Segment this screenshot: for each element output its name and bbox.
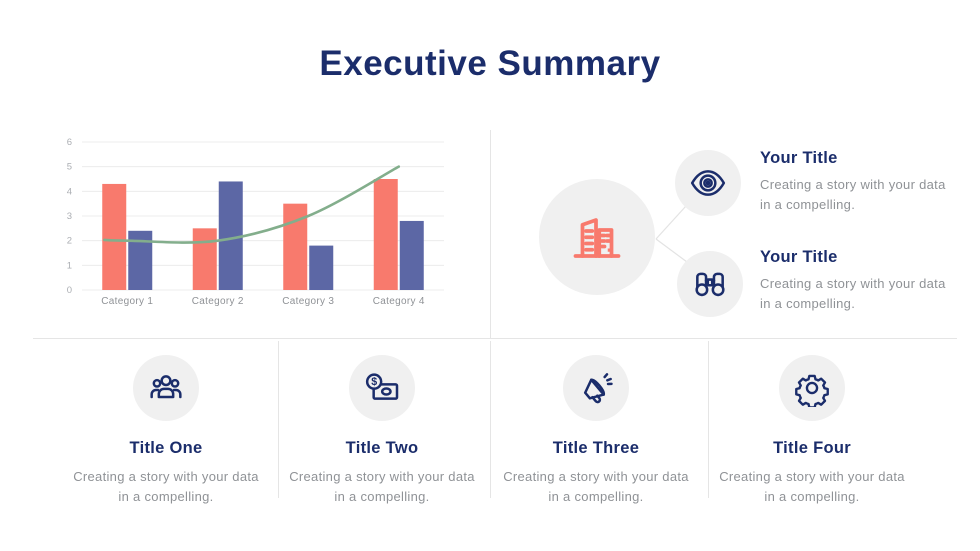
bottom-title-1: Title One [129,439,203,457]
bottom-circle-1 [133,355,199,421]
people-group-icon [150,375,182,399]
feature-item-2: Your Title Creating a story with your da… [760,248,955,313]
divider-bottom-1 [278,341,279,498]
svg-text:Category 1: Category 1 [101,296,153,307]
bottom-body-3: Creating a story with your data in a com… [503,469,689,504]
svg-text:$: $ [371,376,377,388]
feature-title-1: Your Title [760,149,838,167]
bottom-title-3: Title Three [552,439,640,457]
hub-circle [539,179,655,295]
bottom-circle-2: $ [349,355,415,421]
feature-body-2: Creating a story with your data in a com… [760,276,946,311]
feature-circle-2 [677,251,743,317]
gear-icon [795,374,829,407]
divider-top-vertical [490,130,491,338]
building-icon [573,218,621,258]
bottom-circle-4 [779,355,845,421]
svg-text:Category 4: Category 4 [373,296,425,307]
feature-circle-1 [675,150,741,216]
bottom-column-1: Title One Creating a story with your dat… [56,355,276,506]
svg-text:2: 2 [67,236,72,247]
bottom-column-2: $ Title Two Creating a story with your d… [272,355,492,506]
divider-bottom-2 [490,341,491,498]
bottom-column-4: Title Four Creating a story with your da… [702,355,922,506]
bottom-title-4: Title Four [773,439,851,457]
feature-item-1: Your Title Creating a story with your da… [760,149,955,214]
bottom-body-2: Creating a story with your data in a com… [289,469,475,504]
page-title: Executive Summary [319,44,661,83]
divider-bottom-3 [708,341,709,498]
bottom-column-3: Title Three Creating a story with your d… [486,355,706,506]
divider-horizontal [33,338,957,339]
svg-text:0: 0 [67,285,72,296]
svg-text:6: 6 [67,137,72,148]
money-icon: $ [365,373,399,400]
feature-body-1: Creating a story with your data in a com… [760,177,946,212]
svg-text:3: 3 [67,211,72,222]
svg-text:1: 1 [67,260,72,271]
feature-title-2: Your Title [760,248,838,266]
connector-lines [655,205,688,263]
svg-text:Category 2: Category 2 [192,296,244,307]
bottom-body-1: Creating a story with your data in a com… [73,469,259,504]
binoculars-icon [695,272,725,297]
bottom-circle-3 [563,355,629,421]
svg-text:4: 4 [67,186,72,197]
bottom-title-2: Title Two [345,439,419,457]
bottom-body-4: Creating a story with your data in a com… [719,469,905,504]
svg-text:Category 3: Category 3 [282,296,334,307]
combo-bar-line-chart: 0 1 2 3 4 5 6 Category 1 Category 2 Category 3 Cat… [67,137,444,307]
megaphone-icon [583,373,613,404]
svg-text:5: 5 [67,162,72,173]
eye-icon [690,170,726,196]
